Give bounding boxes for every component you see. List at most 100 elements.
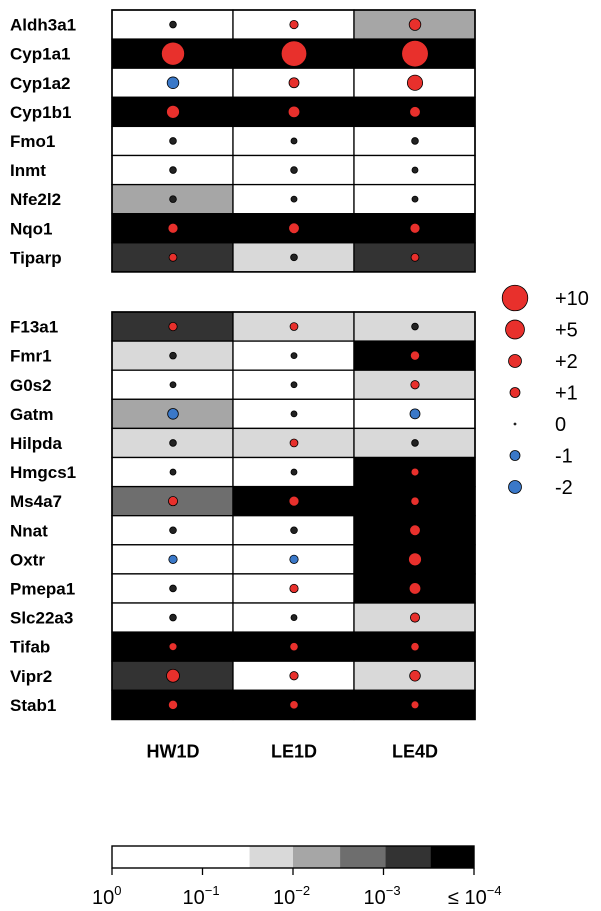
fold-change-marker — [410, 467, 420, 477]
fold-change-marker — [290, 381, 298, 389]
size-legend-marker — [505, 319, 525, 340]
gene-label: Inmt — [10, 161, 46, 180]
gene-label: Oxtr — [10, 550, 45, 569]
colorbar-tick-label: 10−2 — [273, 883, 310, 909]
gene-label: Aldh3a1 — [10, 16, 76, 35]
fold-change-marker — [408, 552, 422, 567]
fold-change-marker — [161, 41, 185, 66]
fold-change-marker — [409, 612, 421, 623]
fold-change-marker — [411, 322, 419, 331]
gene-labels: Aldh3a1 Cyp1a1 Cyp1a2 Cyp1b1 Fmo1 Inmt Nfe2l2 N… — [10, 16, 76, 715]
fold-change-marker — [288, 222, 300, 234]
gene-label: Nnat — [10, 521, 48, 540]
size-legend-label: +10 — [555, 288, 589, 310]
fold-change-marker — [169, 526, 177, 535]
fold-change-markers — [161, 18, 429, 710]
size-legend-label: 0 — [555, 414, 566, 436]
group-border — [111, 311, 476, 721]
colorbar-segment — [293, 846, 341, 868]
fold-change-marker — [289, 700, 299, 710]
fold-change-marker — [167, 699, 179, 710]
fold-change-marker — [167, 408, 179, 420]
tick-exponent: 0 — [114, 883, 121, 898]
fold-change-marker — [288, 495, 300, 507]
fold-change-marker — [290, 410, 298, 418]
gene-label: Fmr1 — [10, 347, 52, 366]
fold-change-marker — [290, 195, 298, 203]
fold-change-marker — [169, 20, 177, 29]
gene-label: Nqo1 — [10, 219, 53, 238]
fold-change-marker — [290, 253, 298, 262]
gene-label: Tifab — [10, 638, 50, 657]
size-legend-label: -1 — [555, 446, 573, 468]
tick-exponent: −3 — [386, 883, 401, 898]
column-label: HW1D — [147, 741, 200, 761]
colorbar-segment — [430, 846, 474, 868]
fold-change-marker — [408, 18, 422, 31]
gene-label: Slc22a3 — [10, 609, 73, 628]
fold-change-marker — [166, 104, 180, 119]
pvalue-colorbar: 100 10−1 10−2 10−3 ≤ 10−4 — [92, 845, 502, 909]
fold-change-marker — [289, 19, 299, 30]
fold-change-marker — [169, 166, 177, 174]
fold-change-marker — [408, 582, 422, 595]
size-legend: +10+5+2+10-1-2 — [501, 284, 589, 499]
column-label: LE4D — [392, 741, 438, 761]
fold-change-marker — [169, 584, 177, 593]
gene-label: Ms4a7 — [10, 492, 62, 511]
fold-change-marker — [289, 322, 299, 331]
fold-change-marker — [409, 670, 421, 682]
size-legend-label: -2 — [555, 477, 573, 499]
fold-change-marker — [409, 524, 421, 536]
size-legend-marker — [509, 387, 521, 398]
fold-change-marker — [290, 137, 298, 145]
fold-change-marker — [290, 166, 298, 174]
tick-base: 10 — [273, 887, 295, 909]
heatmap-cell — [232, 67, 355, 98]
size-legend-label: +1 — [555, 383, 578, 405]
size-legend-marker — [509, 450, 521, 461]
tick-base: 10 — [92, 887, 114, 909]
gene-label: Pmepa1 — [10, 579, 75, 598]
fold-change-marker — [409, 106, 421, 118]
colorbar-tick-label: 10−3 — [364, 883, 401, 909]
gene-label: Hmgcs1 — [10, 463, 76, 482]
fold-change-marker — [169, 137, 177, 145]
fold-change-marker — [410, 380, 420, 390]
colorbar-tick-label: 100 — [92, 883, 121, 909]
fold-change-marker — [406, 74, 424, 91]
fold-change-marker — [411, 439, 419, 447]
size-legend-marker — [501, 284, 529, 312]
tick-base: 10 — [364, 887, 386, 909]
fold-change-marker — [409, 222, 421, 234]
fold-change-marker — [289, 583, 299, 594]
tick-exponent: −2 — [295, 883, 310, 898]
gene-label: Gatm — [10, 405, 53, 424]
fold-change-marker — [168, 253, 178, 262]
fold-change-marker — [290, 352, 298, 360]
colorbar-tick-label: ≤ 10−4 — [448, 883, 502, 909]
fold-change-marker — [410, 642, 420, 652]
fold-change-marker — [166, 668, 180, 683]
fold-change-marker — [410, 253, 420, 262]
size-legend-marker — [508, 354, 522, 368]
gene-label: G0s2 — [10, 376, 52, 395]
tick-base: 10 — [183, 887, 205, 909]
fold-change-marker — [289, 671, 299, 681]
heatmap-cell — [111, 213, 234, 244]
gene-label: F13a1 — [10, 318, 58, 337]
fold-change-marker — [280, 40, 308, 67]
fold-change-marker — [290, 468, 298, 476]
tick-exponent: −4 — [487, 883, 502, 898]
tick-exponent: −1 — [205, 883, 220, 898]
fold-change-marker — [409, 350, 421, 361]
fold-change-marker — [166, 76, 180, 89]
tick-base: 10 — [465, 887, 487, 909]
fold-change-marker — [169, 439, 177, 447]
tick-prefix: ≤ — [448, 887, 465, 909]
fold-change-marker — [169, 381, 177, 389]
group-border — [111, 9, 476, 273]
gene-label: Cyp1a2 — [10, 74, 70, 93]
fold-change-marker — [289, 642, 299, 652]
